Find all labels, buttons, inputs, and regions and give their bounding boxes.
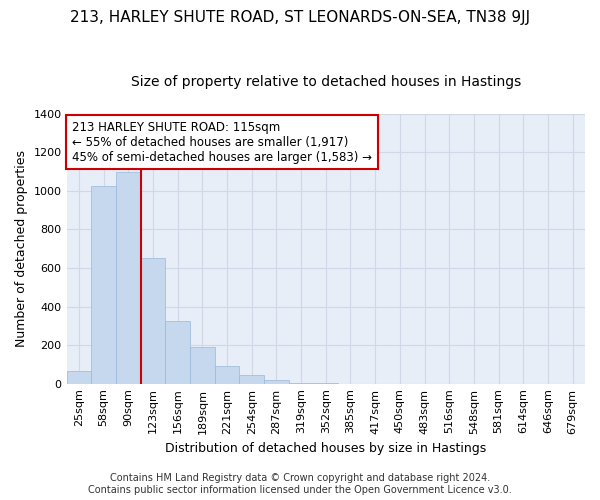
Bar [165, 321, 190, 384]
Title: Size of property relative to detached houses in Hastings: Size of property relative to detached ho… [131, 75, 521, 89]
X-axis label: Distribution of detached houses by size in Hastings: Distribution of detached houses by size … [165, 442, 487, 455]
Bar [91, 186, 116, 384]
Text: 213, HARLEY SHUTE ROAD, ST LEONARDS-ON-SEA, TN38 9JJ: 213, HARLEY SHUTE ROAD, ST LEONARDS-ON-S… [70, 10, 530, 25]
Bar [215, 366, 239, 384]
Bar [140, 258, 165, 384]
Bar [239, 374, 264, 384]
Bar [190, 347, 215, 384]
Text: 213 HARLEY SHUTE ROAD: 115sqm
← 55% of detached houses are smaller (1,917)
45% o: 213 HARLEY SHUTE ROAD: 115sqm ← 55% of d… [72, 120, 372, 164]
Bar [67, 371, 91, 384]
Text: Contains HM Land Registry data © Crown copyright and database right 2024.
Contai: Contains HM Land Registry data © Crown c… [88, 474, 512, 495]
Bar [289, 382, 313, 384]
Bar [116, 172, 140, 384]
Bar [264, 380, 289, 384]
Y-axis label: Number of detached properties: Number of detached properties [15, 150, 28, 347]
